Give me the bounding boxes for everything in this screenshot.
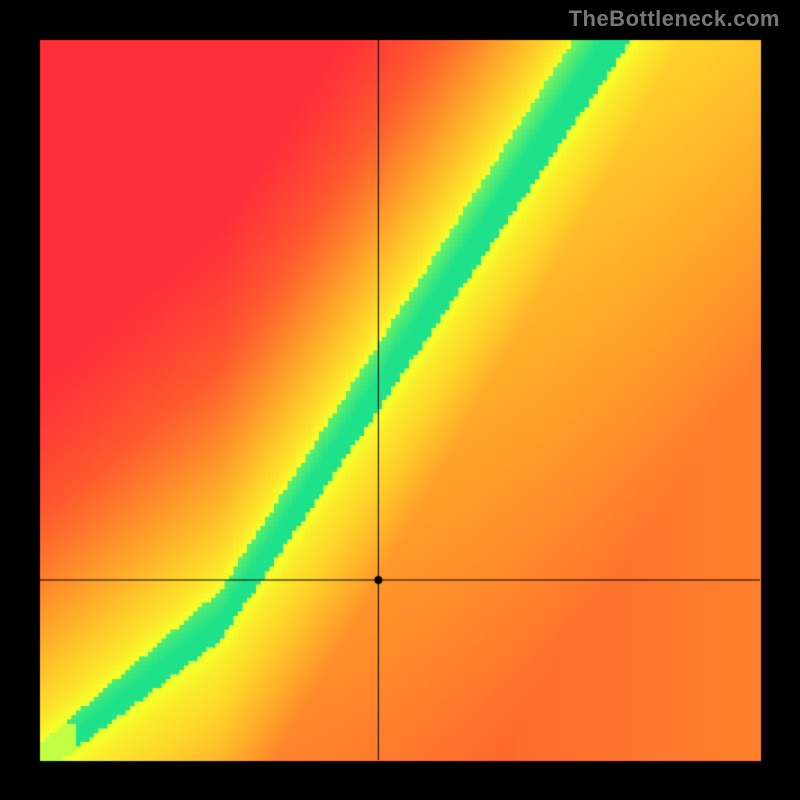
chart-container: TheBottleneck.com <box>0 0 800 800</box>
bottleneck-heatmap <box>0 0 800 800</box>
watermark-text: TheBottleneck.com <box>569 6 780 32</box>
